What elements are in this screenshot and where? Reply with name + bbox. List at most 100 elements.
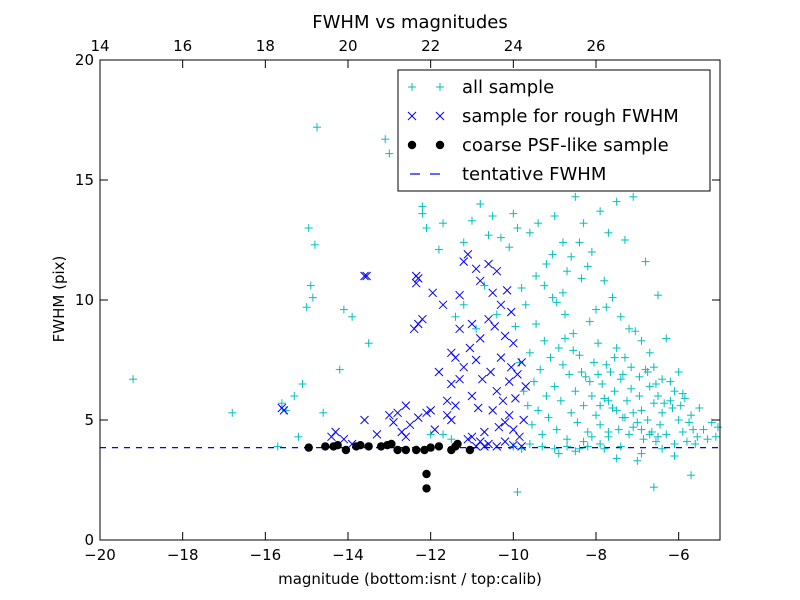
all-sample-point xyxy=(554,449,563,458)
coarse-psf-point xyxy=(434,442,444,451)
rough-fwhm-point-b xyxy=(496,353,506,362)
rough-fwhm-point-b xyxy=(517,442,526,451)
rough-fwhm-point xyxy=(446,348,456,358)
rough-fwhm-point-b xyxy=(471,355,481,365)
all-sample-point xyxy=(294,432,303,441)
all-sample-point xyxy=(385,149,394,158)
all-sample-point xyxy=(439,430,448,439)
all-sample-point xyxy=(565,370,574,379)
all-sample-point xyxy=(459,238,468,247)
top-x-tick-label: 20 xyxy=(338,37,357,55)
rough-fwhm-point-b xyxy=(279,406,289,415)
rough-fwhm-point-b xyxy=(504,410,514,420)
all-sample-point xyxy=(418,202,427,211)
all-sample-point xyxy=(484,231,493,240)
all-sample-point xyxy=(561,310,569,319)
legend-tentative-fwhm-label: tentative FWHM xyxy=(462,164,606,185)
rough-fwhm-point-b xyxy=(475,276,485,286)
rough-fwhm-point xyxy=(504,377,514,386)
all-sample-point xyxy=(668,404,677,412)
all-sample-point xyxy=(685,418,693,427)
all-sample-point xyxy=(713,423,722,432)
all-sample-point xyxy=(703,435,712,444)
rough-fwhm-point xyxy=(477,374,487,384)
all-sample-point xyxy=(666,377,675,386)
rough-fwhm-point-b xyxy=(500,418,510,427)
rough-fwhm-point xyxy=(490,322,500,331)
all-sample-point xyxy=(310,240,319,249)
all-sample-point xyxy=(620,353,629,362)
all-sample-point xyxy=(308,293,317,302)
rough-fwhm-point xyxy=(508,338,518,348)
rough-fwhm-point-b xyxy=(428,288,438,298)
rough-fwhm-point-b xyxy=(339,434,349,444)
rough-fwhm-point xyxy=(484,439,493,449)
all-sample-point xyxy=(612,454,621,463)
rough-fwhm-point xyxy=(463,434,473,444)
all-sample-point xyxy=(616,375,625,384)
all-sample-point xyxy=(629,423,638,432)
rough-fwhm-point-b xyxy=(397,427,407,437)
all-sample-point xyxy=(571,192,580,201)
rough-fwhm-point xyxy=(480,442,489,451)
all-sample-point xyxy=(637,449,646,458)
all-sample-point xyxy=(645,382,654,391)
rough-fwhm-point xyxy=(471,264,481,274)
all-sample-point xyxy=(633,418,642,427)
all-sample-point xyxy=(313,123,321,132)
all-sample-point xyxy=(558,238,567,247)
all-sample-point xyxy=(627,384,636,393)
rough-fwhm-point xyxy=(438,300,448,310)
all-sample-point xyxy=(678,428,687,436)
rough-fwhm-point-b xyxy=(484,314,493,324)
rough-fwhm-point xyxy=(517,442,526,451)
rough-fwhm-point-b xyxy=(459,257,469,266)
coarse-psf-point xyxy=(387,439,396,449)
rough-fwhm-point xyxy=(409,324,419,334)
rough-fwhm-point xyxy=(467,319,477,329)
all-sample-point xyxy=(298,380,307,388)
rough-fwhm-point-b xyxy=(362,271,371,281)
rough-fwhm-point xyxy=(451,401,460,410)
rough-fwhm-point-b xyxy=(409,324,419,334)
rough-fwhm-point-b xyxy=(486,367,495,377)
rough-fwhm-point-b xyxy=(446,348,456,358)
rough-fwhm-point xyxy=(473,403,483,413)
rough-fwhm-point-b xyxy=(484,259,493,269)
all-sample-point xyxy=(635,372,644,381)
all-sample-point xyxy=(540,336,549,345)
all-sample-point xyxy=(602,303,611,312)
all-sample-point xyxy=(610,353,619,362)
all-sample-point xyxy=(511,322,520,331)
rough-fwhm-point-b xyxy=(508,440,518,450)
all-sample-point xyxy=(585,377,594,386)
legend-coarse-psf: coarse PSF-like sample xyxy=(407,135,669,156)
all-sample-point xyxy=(600,276,609,285)
all-sample-point xyxy=(532,320,541,328)
rough-fwhm-point-b xyxy=(492,442,502,451)
all-sample-point xyxy=(581,372,590,381)
all-sample-point xyxy=(674,416,683,424)
x-tick-label: −14 xyxy=(332,546,364,564)
rough-fwhm-point-b xyxy=(372,430,382,439)
rough-fwhm-point-b xyxy=(496,300,506,310)
all-sample-point xyxy=(654,432,662,441)
all-sample-point xyxy=(600,394,609,403)
rough-fwhm-point-b xyxy=(455,290,464,300)
all-sample-point xyxy=(610,387,619,396)
legend: all sample sample for rough FWHM coarse PS… xyxy=(397,69,711,192)
all-sample-point xyxy=(575,444,584,453)
all-sample-point xyxy=(472,324,481,333)
rough-fwhm-point-b xyxy=(519,415,529,425)
rough-fwhm-point xyxy=(430,425,440,434)
rough-fwhm-point xyxy=(467,432,477,442)
all-sample-point xyxy=(532,272,541,280)
legend-coarse-psf-marker xyxy=(435,140,445,150)
all-sample-point xyxy=(534,406,543,415)
rough-fwhm-point-b xyxy=(347,439,357,449)
coarse-psf-point xyxy=(422,469,431,479)
all-sample-point xyxy=(530,377,538,386)
rough-fwhm-point xyxy=(401,432,411,442)
rough-fwhm-point-b xyxy=(384,410,394,420)
